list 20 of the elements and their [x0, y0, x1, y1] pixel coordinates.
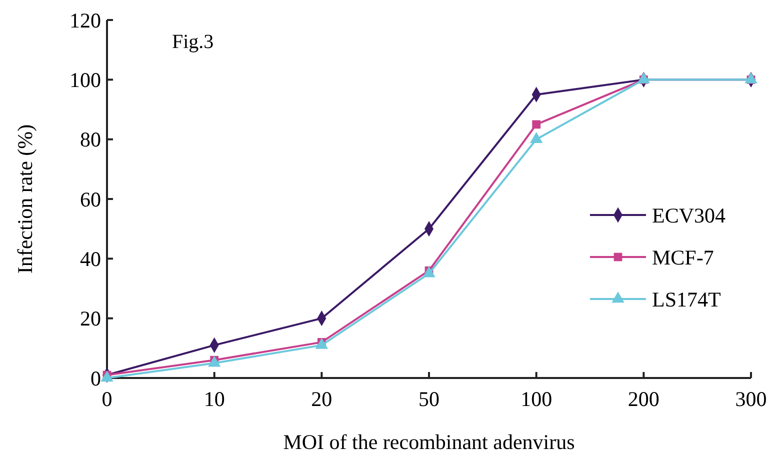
y-tick-label: 80 [80, 128, 101, 152]
x-axis-title: MOI of the recombinant adenvirus [283, 430, 575, 454]
x-tick-label: 10 [204, 387, 225, 411]
y-tick-label: 100 [70, 68, 101, 92]
annotation: Fig.3 [172, 31, 214, 53]
y-tick-label: 0 [90, 366, 101, 390]
legend-label: ECV304 [652, 203, 726, 228]
legend-label: LS174T [652, 287, 722, 312]
y-tick-label: 20 [80, 306, 101, 331]
legend-label: MCF-7 [652, 245, 714, 270]
y-tick-label: 60 [80, 187, 101, 212]
x-tick-label: 300 [735, 387, 767, 411]
point [532, 120, 541, 129]
y-tick-label: 40 [80, 247, 101, 272]
y-tick-label: 120 [70, 8, 101, 32]
x-tick-label: 100 [520, 387, 552, 411]
y-axis-title: Infection rate (%) [13, 124, 37, 274]
x-tick-label: 50 [418, 387, 440, 411]
x-tick-label: 20 [311, 387, 332, 411]
x-tick-label: 200 [628, 387, 660, 411]
